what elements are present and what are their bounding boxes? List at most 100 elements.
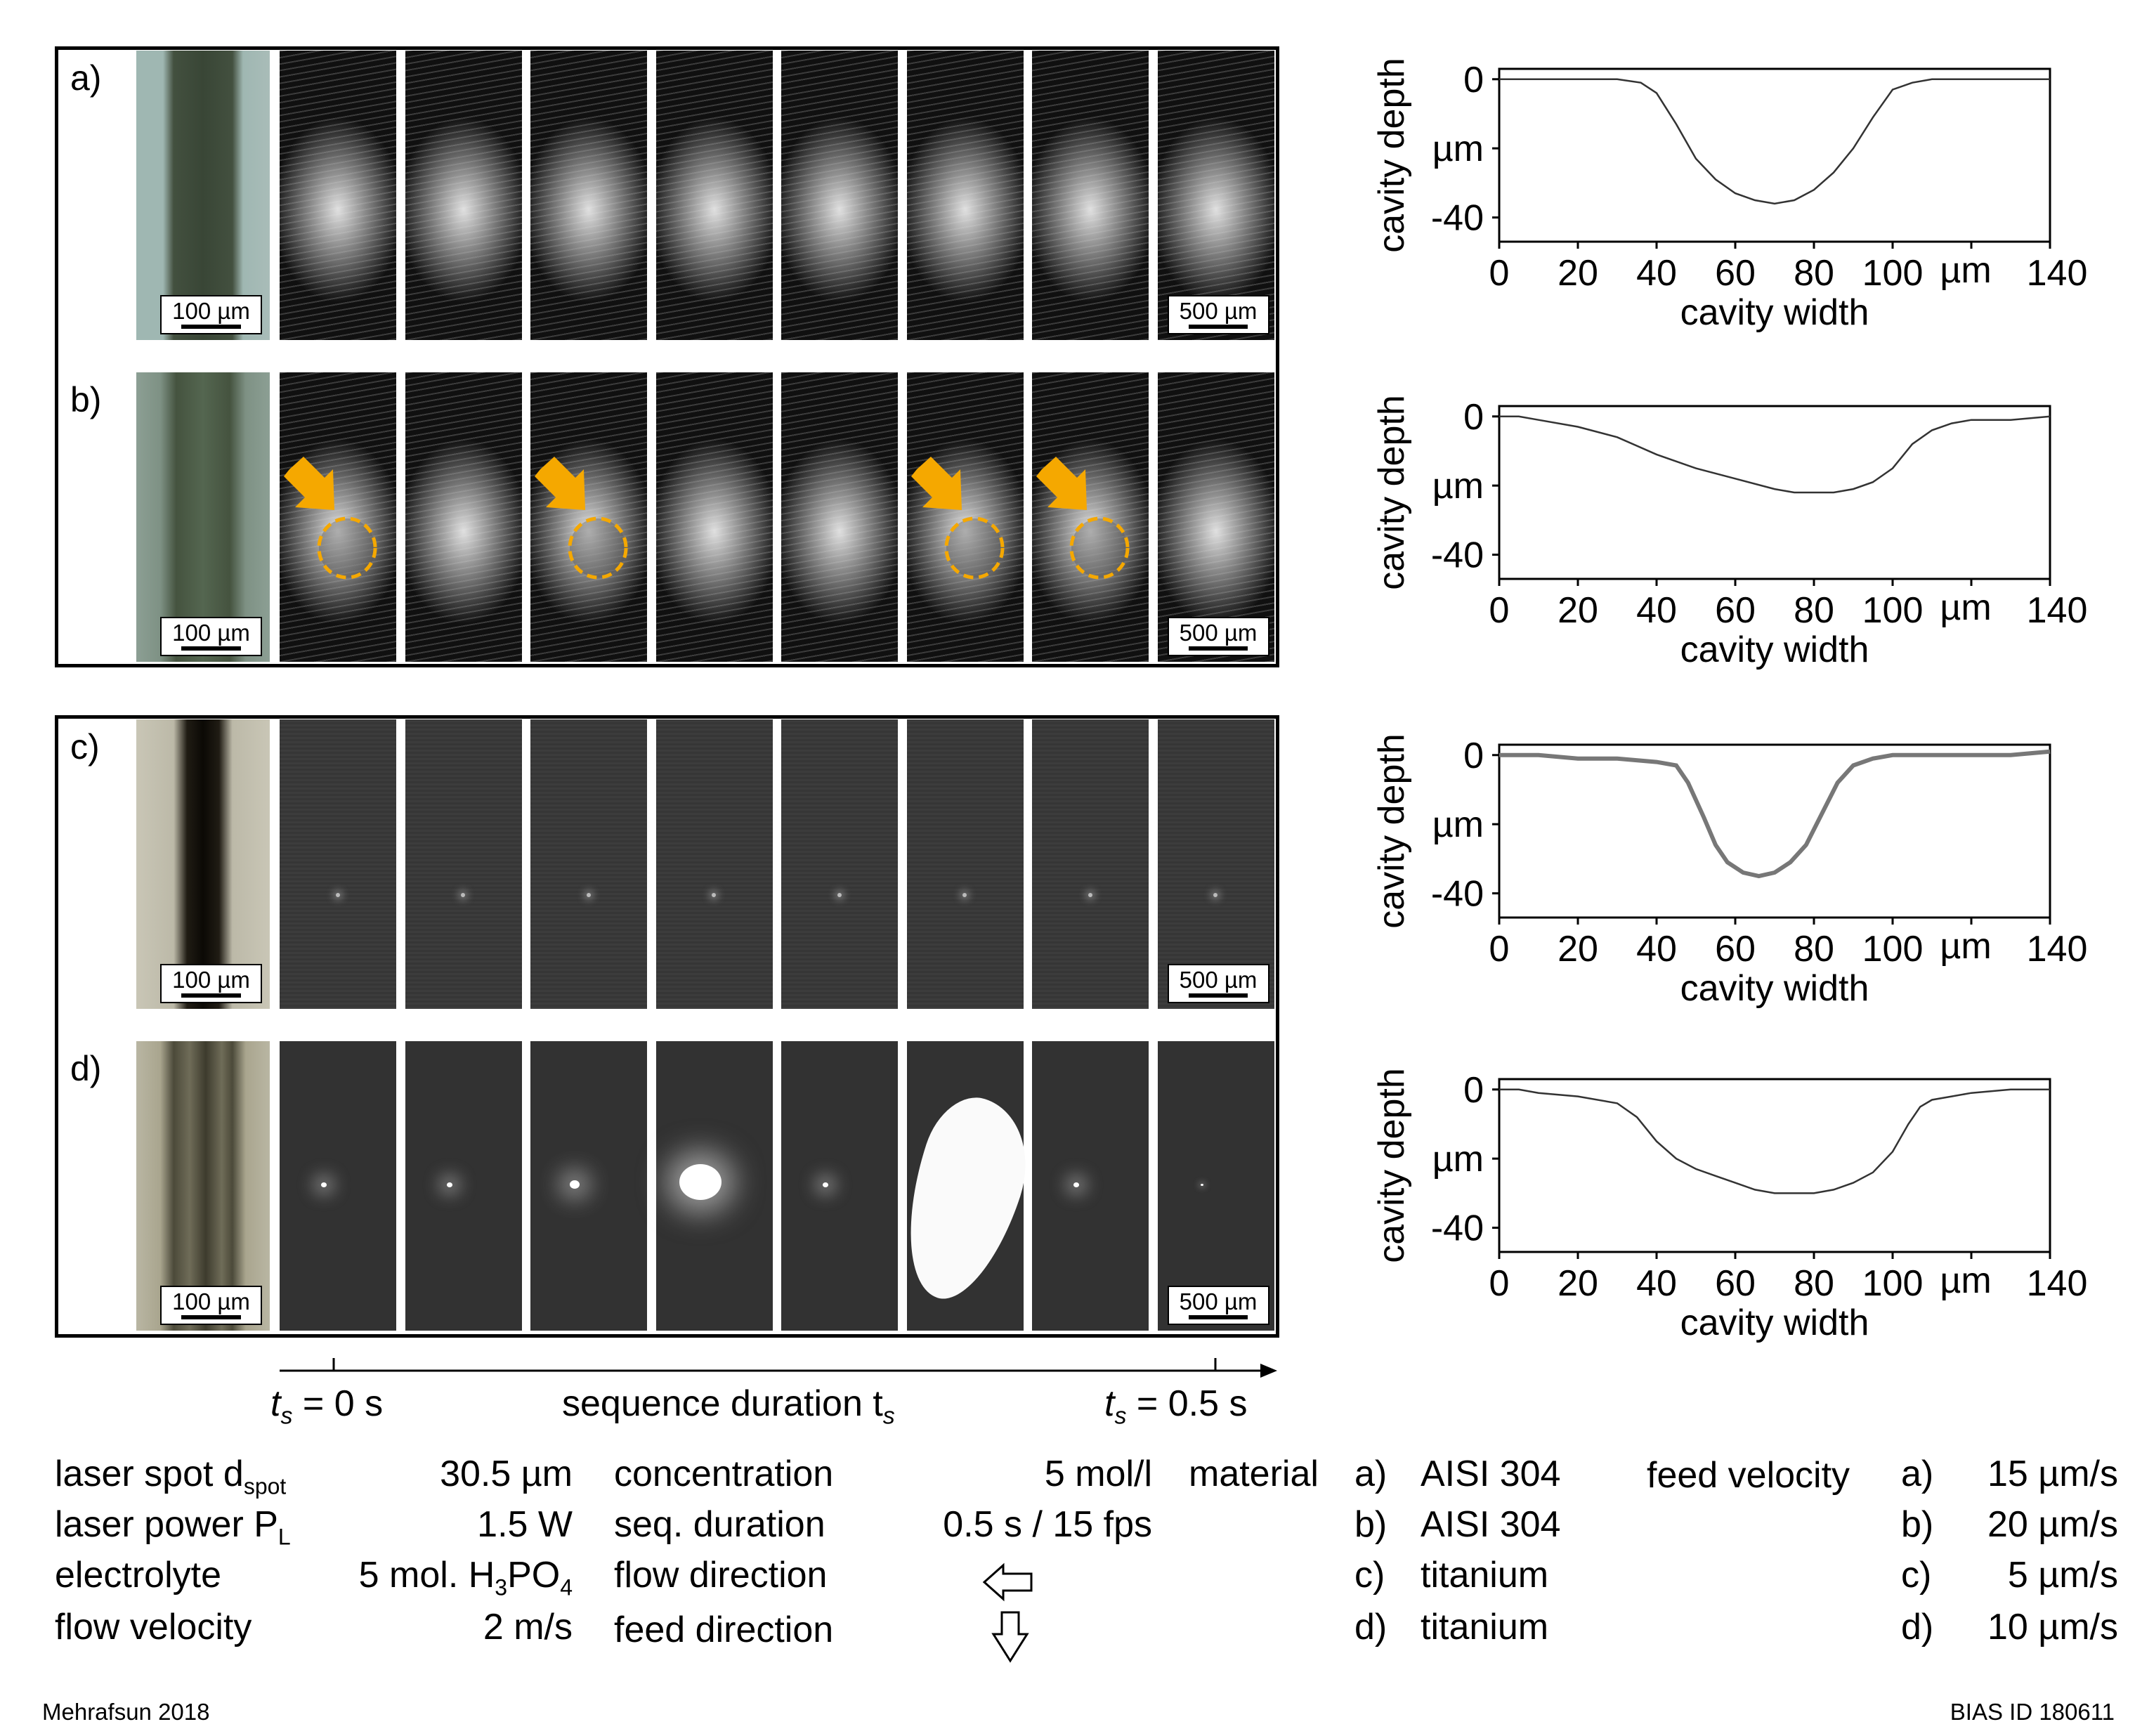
x-tick-label: 60 xyxy=(1715,1263,1756,1304)
x-tick-label: 80 xyxy=(1794,1263,1834,1304)
sequence-frame-a-1 xyxy=(280,51,396,340)
sequence-frame-b-8 xyxy=(1157,372,1274,662)
x-tick-label: 20 xyxy=(1558,590,1598,631)
material-key-c: c) xyxy=(1354,1555,1385,1595)
x-tick-label: 40 xyxy=(1636,1263,1677,1304)
scale-bar-left-a: 100 µm xyxy=(160,295,262,334)
scale-bar-right-a: 500 µm xyxy=(1167,295,1269,334)
feed-value-a: 15 µm/s xyxy=(1987,1454,2118,1494)
x-tick-label: 40 xyxy=(1636,590,1677,631)
sequence-frame-d-7 xyxy=(1032,1041,1149,1331)
microscope-image-c xyxy=(132,719,270,1009)
plot-frame xyxy=(1498,405,2051,580)
glow-spot xyxy=(679,1164,722,1200)
glow-spot xyxy=(335,893,340,898)
material-value-a: AISI 304 xyxy=(1421,1454,1561,1494)
y-axis-label: cavity depth xyxy=(1371,395,1412,590)
glow-spot xyxy=(1200,1184,1203,1187)
row-label-c: c) xyxy=(70,727,100,766)
glow-spot xyxy=(1088,893,1092,898)
param-concentration-value: 5 mol/l xyxy=(1044,1454,1152,1494)
y-unit-label: µm xyxy=(1432,129,1484,169)
profile-curve xyxy=(1499,415,2051,494)
x-tick-label: 140 xyxy=(2027,590,2088,631)
x-unit-label: µm xyxy=(1940,926,1991,967)
glow-spot xyxy=(321,1182,327,1187)
y-axis-label: cavity depth xyxy=(1371,733,1412,929)
glow-spot xyxy=(823,1182,828,1187)
scale-bar-right-label: 500 µm xyxy=(1179,298,1258,324)
y-tick-label: 0 xyxy=(1463,736,1484,776)
sequence-frame-d-6 xyxy=(882,1041,1045,1331)
scale-bar-line xyxy=(181,325,241,329)
scale-bar-left-c: 100 µm xyxy=(160,964,262,1003)
profile-curve xyxy=(1499,1088,2050,1194)
y-tick-label: 0 xyxy=(1463,1070,1484,1111)
x-tick-label: 140 xyxy=(2027,929,2088,970)
sequence-frame-b-5 xyxy=(781,372,898,662)
feed-value-c: 5 µm/s xyxy=(2007,1555,2118,1595)
scale-bar-line xyxy=(1188,646,1248,651)
glow-spot xyxy=(461,893,466,898)
sequence-frame-a-5 xyxy=(781,51,898,340)
x-tick-label: 60 xyxy=(1715,929,1756,970)
highlight-marker xyxy=(284,457,377,580)
dashed-circle xyxy=(1069,516,1130,580)
y-unit-label: µm xyxy=(1432,1139,1484,1180)
feed-key-a: a) xyxy=(1901,1454,1934,1494)
feed-value-b: 20 µm/s xyxy=(1987,1504,2118,1545)
sequence-frame-b-7 xyxy=(1032,372,1149,662)
x-axis-label: cavity width xyxy=(1680,292,1869,333)
scale-bar-line xyxy=(1188,993,1248,998)
sequence-frame-d-4 xyxy=(655,1041,773,1331)
timeline-axis xyxy=(280,1358,1277,1378)
material-key-b: b) xyxy=(1354,1504,1388,1545)
sequence-frame-c-6 xyxy=(906,719,1024,1009)
material-key-a: a) xyxy=(1354,1454,1388,1494)
param-flow-velocity-value: 2 m/s xyxy=(483,1607,573,1647)
sequence-frame-b-4 xyxy=(655,372,773,662)
x-tick-label: 0 xyxy=(1489,253,1510,294)
microscope-image-d xyxy=(132,1041,270,1331)
timeline-center: sequence duration ts xyxy=(562,1383,895,1430)
sequence-frame-c-7 xyxy=(1032,719,1149,1009)
material-value-d: titanium xyxy=(1421,1607,1549,1647)
profile-curve xyxy=(1499,78,2050,205)
param-laser-spot: laser spot dspot xyxy=(55,1454,287,1499)
sequence-frame-d-3 xyxy=(530,1041,647,1331)
feed-value-d: 10 µm/s xyxy=(1987,1607,2118,1647)
sequence-frame-a-3 xyxy=(530,51,647,340)
scale-bar-left-d: 100 µm xyxy=(160,1286,262,1325)
dashed-circle xyxy=(317,516,377,580)
highlight-marker xyxy=(535,457,628,580)
sequence-frame-a-6 xyxy=(906,51,1024,340)
sequence-frame-b-2 xyxy=(405,372,522,662)
param-laser-power-value: 1.5 W xyxy=(477,1504,573,1545)
x-axis-label: cavity width xyxy=(1680,629,1869,670)
scale-bar-line xyxy=(181,1315,241,1319)
arrow-down-icon xyxy=(991,1611,1029,1663)
feed-key-b: b) xyxy=(1901,1504,1934,1545)
x-tick-label: 100 xyxy=(1862,1263,1924,1304)
y-tick-label: 0 xyxy=(1463,60,1484,100)
feed-key-d: d) xyxy=(1901,1607,1934,1647)
orange-arrow-icon xyxy=(1036,457,1087,510)
x-tick-label: 20 xyxy=(1558,929,1598,970)
footer-author: Mehrafsun 2018 xyxy=(42,1699,210,1725)
row-label-a: a) xyxy=(70,58,102,98)
material-label: material xyxy=(1189,1454,1319,1494)
scale-bar-left-label: 100 µm xyxy=(172,1288,250,1314)
row-label-d: d) xyxy=(70,1049,102,1088)
sequence-frame-b-3 xyxy=(530,372,647,662)
scale-bar-line xyxy=(1188,1315,1248,1319)
profile-curve xyxy=(1499,749,2051,879)
material-value-c: titanium xyxy=(1421,1555,1549,1595)
sequence-frame-b-1 xyxy=(280,372,396,662)
param-flow-velocity: flow velocity xyxy=(55,1607,252,1647)
orange-arrow-icon xyxy=(284,457,334,510)
param-electrolyte-value: 5 mol. H3PO4 xyxy=(358,1555,573,1600)
glow-spot xyxy=(1213,893,1218,898)
param-concentration: concentration xyxy=(614,1454,834,1494)
